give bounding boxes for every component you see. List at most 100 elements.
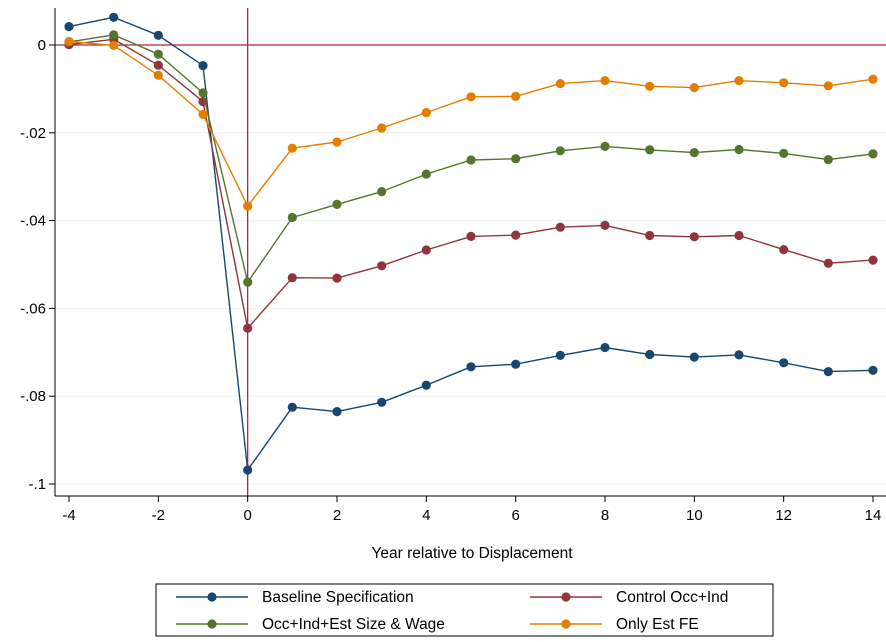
data-point	[153, 30, 163, 40]
data-point	[421, 169, 431, 179]
y-tick-label: -.04	[20, 213, 46, 230]
data-point	[332, 273, 342, 283]
y-tick-label: -.06	[20, 300, 46, 317]
legend-label: Baseline Specification	[262, 589, 414, 606]
data-point	[645, 349, 655, 360]
data-point	[64, 22, 74, 32]
data-point	[109, 30, 119, 40]
data-point	[421, 245, 431, 255]
data-point	[287, 402, 297, 412]
data-point	[287, 143, 297, 153]
data-point	[332, 199, 342, 209]
data-point	[377, 261, 387, 271]
x-tick-label: -2	[152, 507, 165, 524]
data-point	[421, 108, 431, 118]
data-point	[868, 149, 878, 159]
data-point	[421, 380, 431, 390]
data-point	[779, 148, 789, 158]
y-tick-label: -.1	[28, 476, 46, 493]
data-point	[868, 255, 878, 265]
data-point	[600, 76, 610, 86]
data-point	[466, 92, 476, 102]
legend-label: Only Est FE	[616, 616, 699, 633]
data-point	[198, 109, 208, 119]
data-point	[645, 81, 655, 91]
data-point	[332, 407, 342, 417]
data-point	[823, 155, 833, 165]
data-point	[555, 222, 565, 232]
data-point	[243, 201, 253, 211]
x-tick-label: 2	[333, 507, 341, 524]
data-point	[779, 78, 789, 88]
x-tick-label: 4	[422, 507, 430, 524]
data-point	[511, 359, 521, 369]
x-tick-label: 0	[243, 507, 251, 524]
data-point	[600, 220, 610, 230]
legend-swatch-marker	[207, 619, 217, 629]
x-tick-label: 6	[511, 507, 519, 524]
reference-lines	[55, 8, 886, 496]
data-point	[823, 258, 833, 268]
legend-label: Control Occ+Ind	[616, 589, 728, 606]
data-point	[466, 155, 476, 165]
data-point	[868, 365, 878, 375]
data-point	[689, 232, 699, 242]
data-point	[734, 350, 744, 360]
data-point	[377, 397, 387, 407]
data-point	[600, 141, 610, 151]
data-point	[734, 230, 744, 241]
data-point	[511, 154, 521, 164]
data-point	[153, 60, 163, 70]
x-tick-label: 8	[601, 507, 609, 524]
x-tick-label: 10	[686, 507, 703, 524]
y-tick-label: -.08	[20, 388, 46, 405]
y-tick-label: -.02	[20, 125, 46, 142]
data-point	[243, 277, 253, 287]
data-point	[689, 83, 699, 93]
data-point	[287, 212, 297, 223]
x-tick-label: 12	[775, 507, 792, 524]
data-point	[734, 144, 744, 155]
data-point	[466, 231, 476, 241]
data-point	[64, 36, 74, 47]
data-point	[153, 49, 163, 59]
data-point	[689, 352, 699, 362]
axes: 0 -.02 -.04 -.06 -.08 -.1 -4 -2 0 2 4 6 8 10 12 14	[20, 8, 886, 524]
x-tick-label: 14	[865, 507, 882, 524]
data-point	[466, 362, 476, 372]
data-point	[243, 465, 253, 475]
data-point	[511, 91, 521, 101]
x-tick-label: -4	[62, 507, 75, 524]
legend-box	[155, 583, 774, 637]
data-point	[153, 70, 163, 80]
data-point	[734, 76, 744, 86]
data-point	[377, 187, 387, 197]
data-point	[555, 350, 565, 360]
data-point	[779, 358, 789, 368]
data-point	[109, 40, 119, 51]
data-point	[555, 79, 565, 89]
data-point	[600, 342, 610, 353]
data-point	[287, 273, 297, 283]
data-point	[109, 12, 119, 22]
data-point	[779, 245, 789, 255]
data-point	[511, 230, 521, 240]
x-axis-title: Year relative to Displacement	[371, 545, 573, 562]
data-point	[198, 61, 208, 71]
data-point	[689, 148, 699, 158]
legend-swatch-marker	[207, 592, 217, 602]
data-point	[377, 123, 387, 133]
legend-label: Occ+Ind+Est Size & Wage	[262, 616, 445, 633]
legend-swatch-marker	[561, 592, 571, 602]
data-point	[243, 323, 253, 333]
data-point	[645, 230, 655, 241]
data-point	[645, 145, 655, 155]
legend: Baseline Specification Control Occ+Ind Occ…	[155, 583, 774, 637]
data-point	[198, 88, 208, 98]
data-point	[868, 74, 878, 84]
data-point	[823, 367, 833, 377]
series-group	[64, 12, 878, 475]
data-point	[823, 81, 833, 91]
data-point	[332, 137, 342, 147]
